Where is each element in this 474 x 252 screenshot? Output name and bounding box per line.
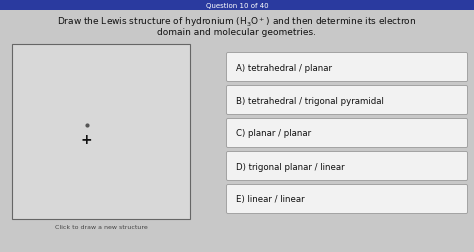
FancyBboxPatch shape: [12, 45, 190, 219]
Text: B) tetrahedral / trigonal pyramidal: B) tetrahedral / trigonal pyramidal: [236, 96, 384, 105]
Text: Draw the Lewis structure of hydronium ($\mathregular{H_3O^+}$) and then determin: Draw the Lewis structure of hydronium ($…: [57, 15, 417, 29]
FancyBboxPatch shape: [227, 119, 467, 148]
Text: A) tetrahedral / planar: A) tetrahedral / planar: [236, 63, 332, 72]
FancyBboxPatch shape: [227, 86, 467, 115]
Text: +: +: [81, 132, 92, 146]
FancyBboxPatch shape: [227, 152, 467, 181]
FancyBboxPatch shape: [227, 185, 467, 214]
FancyBboxPatch shape: [0, 0, 474, 11]
Text: C) planar / planar: C) planar / planar: [236, 129, 311, 138]
Text: E) linear / linear: E) linear / linear: [236, 195, 305, 204]
FancyBboxPatch shape: [227, 53, 467, 82]
Text: Click to draw a new structure: Click to draw a new structure: [55, 225, 147, 230]
Text: domain and molecular geometries.: domain and molecular geometries.: [157, 27, 317, 36]
Text: D) trigonal planar / linear: D) trigonal planar / linear: [236, 162, 345, 171]
Text: Question 10 of 40: Question 10 of 40: [206, 3, 268, 9]
